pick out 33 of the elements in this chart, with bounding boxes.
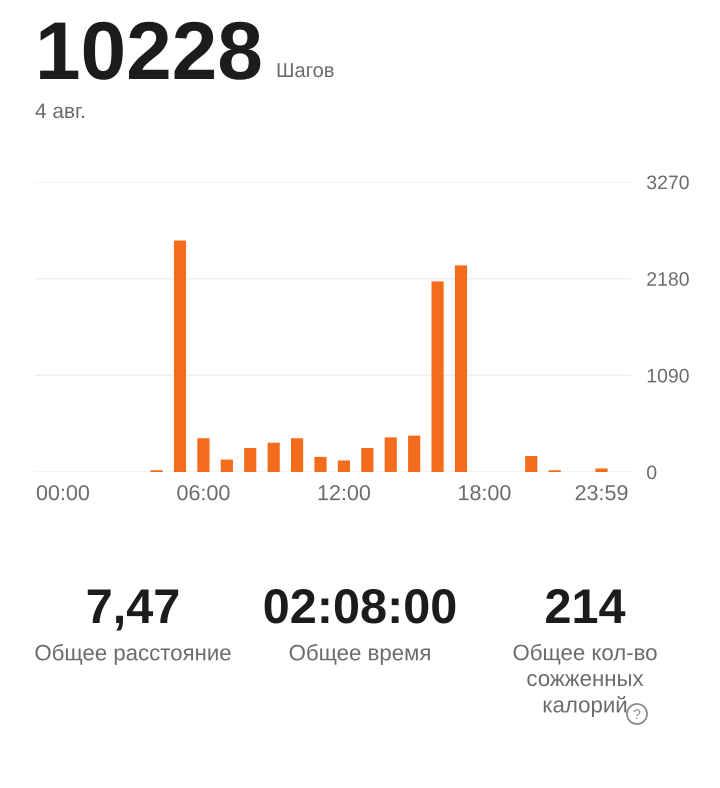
bar (174, 240, 186, 472)
text: 7,47 (88, 590, 178, 631)
x-tick-label: 12:00 (318, 485, 370, 500)
text: Общее расстояние (35, 644, 231, 665)
bar (197, 438, 210, 472)
x-tick-label: 00:00 (36, 485, 90, 500)
y-tick-label: 1090 (648, 368, 689, 383)
bar (431, 281, 444, 472)
y-tick-label: 2180 (647, 272, 689, 286)
chart-subtitle: 4 авг. (35, 104, 84, 118)
bar (268, 442, 280, 472)
bar (338, 460, 350, 472)
bar (384, 437, 397, 472)
text: Общее время (290, 644, 430, 665)
bar (290, 438, 304, 472)
bar (454, 265, 468, 472)
text: Шагов (278, 63, 334, 78)
text: Общее кол-во сожженных калорий (514, 644, 657, 717)
bar (525, 456, 538, 472)
bar (361, 448, 374, 472)
bar (244, 448, 256, 472)
bar (220, 460, 233, 472)
text: 02:08:00 (264, 589, 456, 624)
bar (314, 456, 327, 472)
text: 214 (546, 589, 626, 623)
bar (408, 436, 420, 472)
y-tick-label: 0 (647, 465, 656, 480)
x-tick-label: 23:59 (576, 485, 628, 500)
chart-title: 10228 (40, 22, 260, 80)
y-tick-label: 3270 (647, 175, 689, 190)
bar (595, 468, 608, 472)
x-tick-label: 18:00 (459, 485, 511, 500)
x-tick-label: 06:00 (177, 485, 230, 500)
